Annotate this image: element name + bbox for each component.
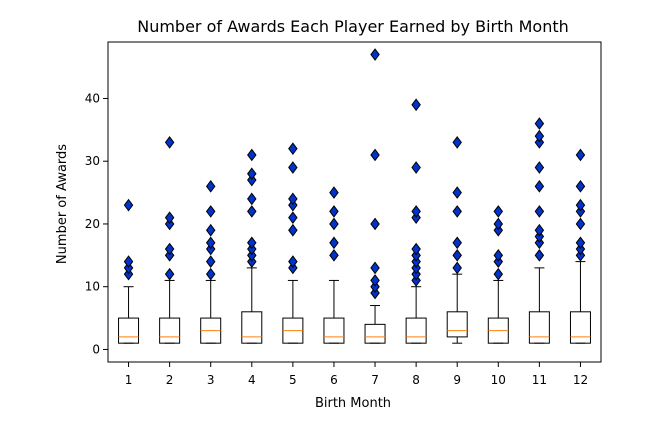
x-tick-label: 10 bbox=[491, 373, 506, 387]
outlier-point bbox=[452, 248, 462, 262]
outlier-point bbox=[205, 179, 216, 193]
x-tick-label: 8 bbox=[412, 373, 420, 387]
x-tick-label: 5 bbox=[289, 373, 297, 387]
y-tick-label: 0 bbox=[92, 342, 100, 356]
box-iqr bbox=[569, 311, 591, 344]
outlier-point bbox=[164, 136, 175, 149]
outlier-point bbox=[575, 217, 586, 231]
outlier-point bbox=[288, 192, 298, 206]
box-iqr bbox=[118, 317, 140, 344]
y-axis-label: Number of Awards bbox=[55, 144, 70, 264]
outlier-point bbox=[288, 255, 298, 268]
x-tick-label: 6 bbox=[330, 373, 338, 387]
outlier-point bbox=[164, 267, 175, 281]
outlier-point bbox=[123, 198, 134, 212]
outlier-point bbox=[534, 223, 545, 237]
x-tick-label: 12 bbox=[573, 373, 588, 387]
x-tick-label: 2 bbox=[166, 373, 174, 387]
outlier-point bbox=[329, 248, 339, 262]
x-tick-label: 7 bbox=[371, 373, 379, 387]
x-tick-label: 3 bbox=[207, 373, 215, 387]
outlier-point bbox=[370, 274, 380, 287]
outlier-point bbox=[370, 148, 380, 162]
outlier-point bbox=[370, 48, 380, 61]
outlier-point bbox=[452, 186, 462, 199]
outlier-point bbox=[452, 205, 462, 218]
outlier-point bbox=[575, 179, 586, 193]
outlier-point bbox=[288, 142, 298, 156]
x-tick-label: 9 bbox=[453, 373, 461, 387]
outlier-point bbox=[534, 161, 545, 174]
outlier-point bbox=[288, 223, 298, 237]
outlier-point bbox=[329, 186, 339, 199]
y-tick-label: 20 bbox=[85, 217, 100, 231]
box-iqr bbox=[446, 311, 468, 338]
box-iqr bbox=[405, 317, 427, 344]
outlier-point bbox=[411, 205, 421, 218]
outlier-point bbox=[411, 161, 421, 174]
outlier-point bbox=[205, 236, 216, 250]
outlier-point bbox=[205, 267, 216, 281]
outlier-point bbox=[534, 205, 545, 218]
outlier-point bbox=[329, 217, 339, 231]
outlier-point bbox=[205, 205, 216, 218]
outlier-point bbox=[247, 205, 257, 218]
box-iqr bbox=[528, 311, 550, 344]
box-iqr bbox=[241, 311, 263, 344]
outlier-point bbox=[575, 148, 586, 162]
outlier-point bbox=[534, 117, 545, 130]
y-tick-label: 30 bbox=[85, 154, 100, 168]
outlier-point bbox=[205, 223, 216, 237]
y-tick-label: 40 bbox=[85, 91, 100, 105]
axes-frame bbox=[107, 41, 602, 363]
outlier-point bbox=[411, 242, 421, 256]
outlier-point bbox=[329, 236, 339, 250]
outlier-point bbox=[288, 211, 298, 225]
outlier-point bbox=[247, 148, 257, 162]
outlier-point bbox=[247, 192, 257, 206]
outlier-point bbox=[493, 217, 504, 231]
outlier-point bbox=[534, 248, 545, 262]
outlier-point bbox=[370, 261, 380, 275]
outlier-point bbox=[247, 236, 257, 250]
x-tick-label: 4 bbox=[248, 373, 256, 387]
outlier-point bbox=[164, 211, 175, 225]
outlier-point bbox=[411, 98, 421, 112]
outlier-point bbox=[164, 242, 175, 256]
chart-title: Number of Awards Each Player Earned by B… bbox=[137, 17, 569, 36]
outlier-point bbox=[329, 205, 339, 218]
outlier-point bbox=[534, 129, 545, 143]
outlier-point bbox=[205, 255, 216, 268]
outlier-point bbox=[534, 179, 545, 193]
box-iqr bbox=[323, 317, 345, 344]
outlier-point bbox=[452, 261, 462, 275]
outlier-point bbox=[123, 255, 134, 268]
outlier-point bbox=[575, 198, 586, 212]
outlier-point bbox=[452, 236, 462, 250]
outlier-point bbox=[493, 248, 504, 262]
outlier-point bbox=[493, 267, 504, 281]
y-tick-label: 10 bbox=[85, 280, 100, 294]
outlier-point bbox=[493, 205, 504, 218]
outlier-point bbox=[452, 136, 462, 149]
x-tick-label: 1 bbox=[125, 373, 133, 387]
outlier-point bbox=[247, 167, 257, 181]
x-axis-label: Birth Month bbox=[315, 396, 391, 411]
x-tick-label: 11 bbox=[532, 373, 547, 387]
outlier-point bbox=[575, 236, 586, 250]
box-iqr bbox=[364, 323, 386, 344]
box-iqr bbox=[159, 317, 181, 344]
outlier-point bbox=[370, 217, 380, 231]
outlier-point bbox=[288, 161, 298, 174]
